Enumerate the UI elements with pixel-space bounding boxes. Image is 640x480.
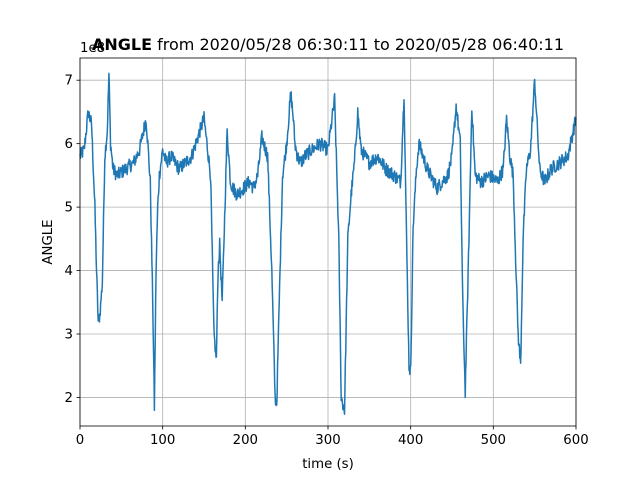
y-tick-label: 3 <box>65 328 73 343</box>
chart-title: ANGLE from 2020/05/28 06:30:11 to 2020/0… <box>92 35 564 54</box>
y-tick-label: 4 <box>65 264 73 279</box>
series-line-layer <box>79 72 577 415</box>
x-tick-label: 100 <box>150 433 175 448</box>
y-axis-ticks: 2 3 4 5 6 7 <box>65 74 80 406</box>
x-tick-label: 200 <box>233 433 258 448</box>
x-tick-label: 300 <box>315 433 340 448</box>
y-tick-label: 7 <box>65 74 73 89</box>
angle-series-line <box>79 72 577 415</box>
x-axis-label: time (s) <box>302 457 354 472</box>
x-tick-label: 0 <box>76 433 84 448</box>
x-axis-ticks: 0 100 200 300 400 500 600 <box>76 426 589 448</box>
x-tick-label: 500 <box>481 433 506 448</box>
y-axis-label: ANGLE <box>41 219 56 264</box>
chart-title-bold: ANGLE <box>92 35 152 54</box>
x-tick-label: 600 <box>563 433 588 448</box>
y-offset-label: 1e8 <box>80 41 105 56</box>
y-tick-label: 6 <box>65 137 73 152</box>
chart-title-rest: from 2020/05/28 06:30:11 to 2020/05/28 0… <box>152 35 564 54</box>
x-tick-label: 400 <box>398 433 423 448</box>
y-tick-label: 2 <box>65 391 73 406</box>
grid-lines <box>79 58 577 426</box>
y-tick-label: 5 <box>65 201 73 216</box>
